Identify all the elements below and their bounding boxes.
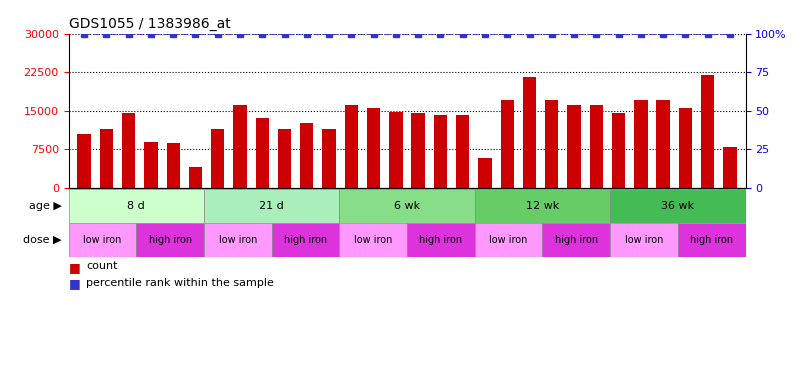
- Bar: [367, 108, 380, 188]
- Bar: [144, 142, 158, 188]
- Text: 12 wk: 12 wk: [526, 201, 559, 211]
- Text: ■: ■: [69, 278, 81, 291]
- Bar: [456, 115, 469, 188]
- Bar: [434, 115, 447, 188]
- Text: GDS1055 / 1383986_at: GDS1055 / 1383986_at: [69, 17, 231, 32]
- Text: high iron: high iron: [419, 235, 463, 245]
- Bar: [339, 189, 475, 223]
- Bar: [272, 223, 339, 257]
- Text: 36 wk: 36 wk: [661, 201, 695, 211]
- Text: 6 wk: 6 wk: [394, 201, 420, 211]
- Bar: [322, 129, 336, 188]
- Bar: [475, 189, 610, 223]
- Bar: [723, 147, 737, 188]
- Bar: [478, 158, 492, 188]
- Bar: [300, 123, 314, 188]
- Bar: [542, 223, 610, 257]
- Bar: [233, 105, 247, 188]
- Bar: [590, 105, 603, 188]
- Text: low iron: low iron: [218, 235, 257, 245]
- Bar: [701, 75, 714, 188]
- Bar: [523, 77, 536, 188]
- Text: high iron: high iron: [690, 235, 733, 245]
- Bar: [345, 105, 358, 188]
- Bar: [122, 113, 135, 188]
- Text: age ▶: age ▶: [29, 201, 62, 211]
- Text: ■: ■: [69, 261, 81, 274]
- Bar: [407, 223, 475, 257]
- Text: high iron: high iron: [555, 235, 598, 245]
- Text: percentile rank within the sample: percentile rank within the sample: [86, 278, 274, 288]
- Text: low iron: low iron: [625, 235, 663, 245]
- Bar: [136, 223, 204, 257]
- Bar: [69, 223, 136, 257]
- Bar: [339, 223, 407, 257]
- Bar: [679, 108, 692, 188]
- Bar: [69, 189, 204, 223]
- Bar: [656, 100, 670, 188]
- Bar: [256, 118, 269, 188]
- Bar: [167, 143, 180, 188]
- Text: low iron: low iron: [489, 235, 528, 245]
- Bar: [634, 100, 647, 188]
- Bar: [545, 100, 559, 188]
- Bar: [610, 189, 746, 223]
- Text: dose ▶: dose ▶: [23, 235, 62, 245]
- Text: 21 d: 21 d: [260, 201, 284, 211]
- Bar: [100, 129, 113, 188]
- Bar: [77, 134, 91, 188]
- Text: high iron: high iron: [284, 235, 327, 245]
- Text: low iron: low iron: [354, 235, 393, 245]
- Bar: [278, 129, 291, 188]
- Bar: [610, 223, 678, 257]
- Bar: [501, 100, 514, 188]
- Bar: [475, 223, 542, 257]
- Text: low iron: low iron: [83, 235, 122, 245]
- Text: count: count: [86, 261, 118, 271]
- Bar: [389, 112, 402, 188]
- Bar: [567, 105, 581, 188]
- Bar: [189, 167, 202, 188]
- Bar: [612, 113, 625, 188]
- Bar: [412, 113, 425, 188]
- Text: 8 d: 8 d: [127, 201, 145, 211]
- Bar: [678, 223, 746, 257]
- Bar: [204, 189, 339, 223]
- Bar: [204, 223, 272, 257]
- Text: high iron: high iron: [148, 235, 192, 245]
- Bar: [211, 129, 224, 188]
